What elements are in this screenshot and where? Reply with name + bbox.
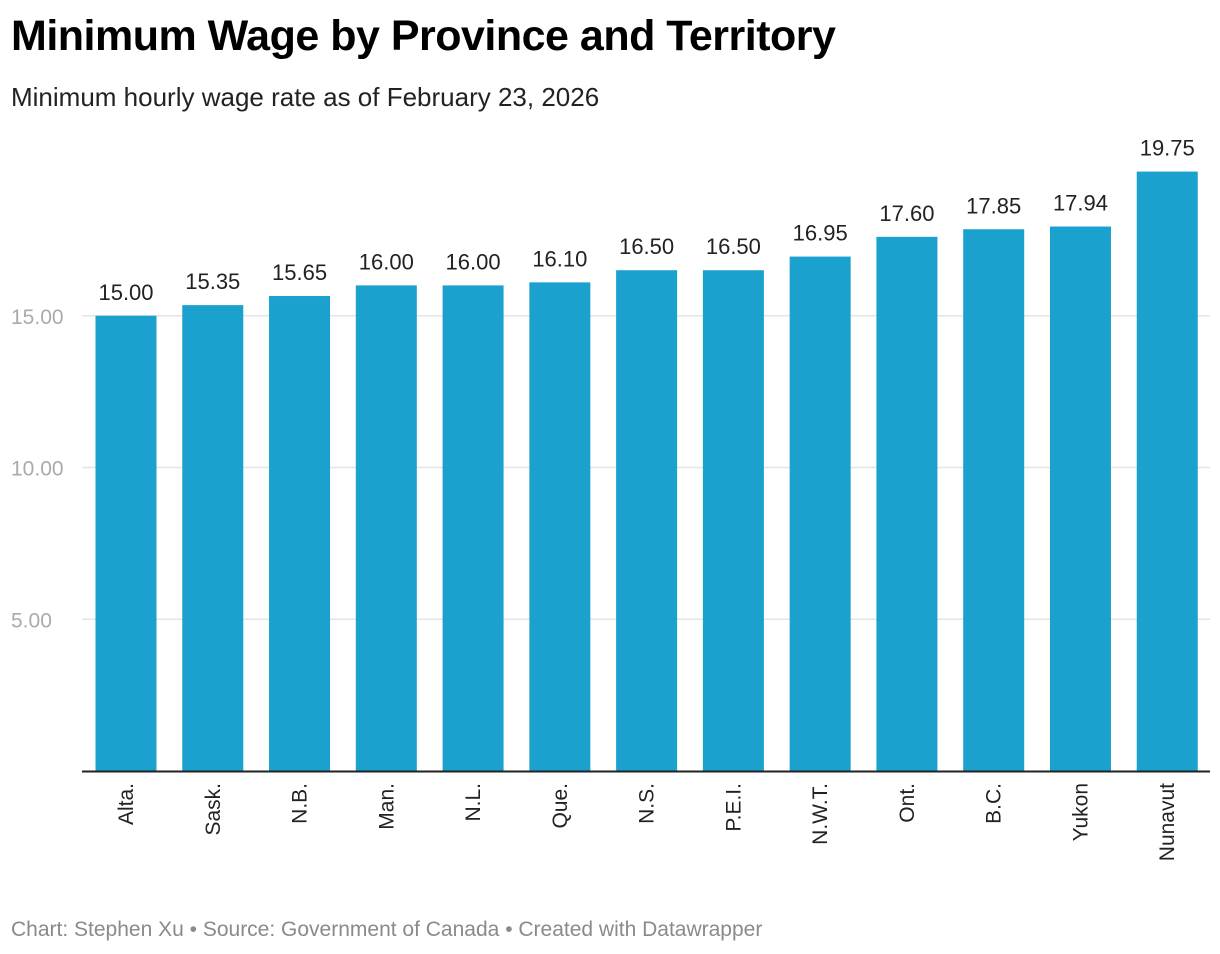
x-axis-labels: Alta. Sask. N.B. Man. N.L. Que. N.S. P.E.I. N.W.… [115,783,1179,861]
value-label: 16.50 [619,234,674,259]
value-label: 15.00 [98,280,153,305]
chart-credit: Chart: Stephen Xu [11,918,184,941]
y-tick-label: 5.00 [11,609,52,632]
x-tick-label: N.W.T. [809,783,832,845]
value-label: 16.50 [706,234,761,259]
y-tick-label: 10.00 [11,458,64,481]
bars [95,171,1198,772]
value-label: 17.85 [966,193,1021,218]
x-tick-label: Que. [549,783,572,829]
x-tick-label: P.E.I. [722,783,745,832]
bar [616,270,678,771]
value-label: 16.00 [446,249,501,274]
chart-title: Minimum Wage by Province and Territory [11,12,836,60]
footer-separator: • [189,918,197,941]
bar [702,270,764,771]
value-label: 17.60 [879,201,934,226]
x-tick-label: N.L. [462,783,485,822]
value-label: 16.10 [532,246,587,271]
x-tick-label: Man. [375,783,398,830]
source-note: Source: Government of Canada [202,918,500,941]
bar [529,282,591,771]
bar [442,285,504,771]
bar [182,305,244,771]
bar [355,285,417,771]
x-tick-label: Alta. [115,783,138,825]
x-tick-label: Sask. [202,783,225,836]
bar [789,256,851,771]
x-tick-label: N.S. [636,783,659,824]
x-tick-label: Yukon [1069,783,1092,841]
value-labels: 15.00 15.35 15.65 16.00 16.00 16.10 16.50 16.50… [98,136,1194,305]
bar [963,229,1025,771]
value-label: 15.65 [272,260,327,285]
bar [876,236,938,772]
created-with-note: Created with Datawrapper [518,918,763,941]
bar [95,315,157,771]
bar [1136,171,1198,771]
x-tick-label: Nunavut [1156,783,1179,861]
bar [1049,226,1111,771]
chart-footer: Chart: Stephen Xu • Source: Government o… [11,916,762,944]
x-tick-label: B.C. [983,783,1006,824]
value-label: 15.35 [185,269,240,294]
value-label: 16.95 [793,221,848,246]
value-label: 17.94 [1053,191,1108,216]
x-tick-label: Ont. [896,783,919,823]
bar [269,296,331,771]
chart-subtitle: Minimum hourly wage rate as of February … [11,82,600,112]
x-tick-label: N.B. [289,783,312,824]
footer-separator: • [505,918,513,941]
y-tick-label: 15.00 [11,306,64,329]
value-label: 19.75 [1140,136,1195,161]
value-label: 16.00 [359,249,414,274]
